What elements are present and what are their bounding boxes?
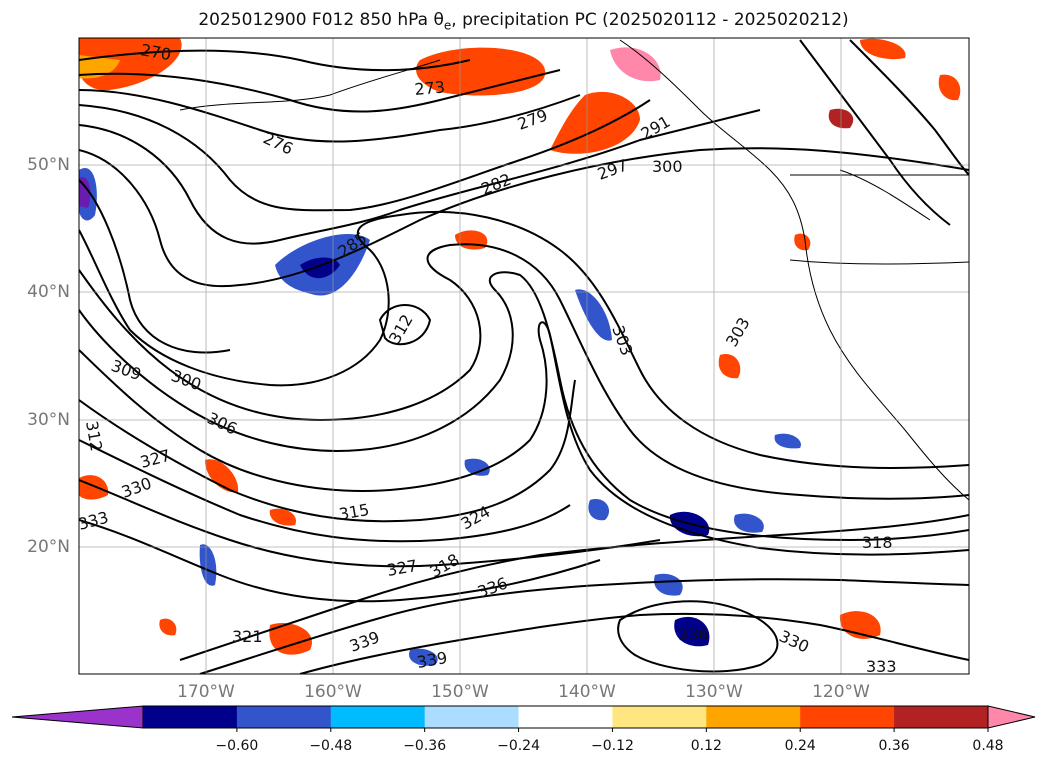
gridlines	[79, 38, 969, 674]
precip-positive-blob-gulf	[416, 47, 661, 154]
colorbar-segment	[518, 706, 613, 728]
colorbar-tick-label: 0.12	[690, 738, 722, 754]
colorbar-segment	[330, 706, 426, 728]
colorbar-segment	[236, 706, 332, 728]
lat-label-40n: 40°N	[27, 282, 70, 302]
colorbar-extend-low	[11, 705, 144, 729]
colorbar-segment	[612, 706, 707, 728]
contour-label: 273	[414, 77, 446, 99]
colorbar-tick-label: 0.36	[878, 738, 910, 754]
title-text: 2025012900 F012 850 hPa θ	[198, 10, 444, 30]
lon-label-140w: 140°W	[558, 682, 616, 702]
lat-label-50n: 50°N	[27, 155, 70, 175]
lon-label-160w: 160°W	[304, 682, 362, 702]
colorbar-tick-label: 0.24	[784, 738, 816, 754]
title-subscript: e	[443, 18, 452, 33]
colorbar-tick-label: −0.60	[215, 738, 259, 754]
colorbar-tick-label: −0.36	[403, 738, 447, 754]
colorbar-extend-high	[987, 705, 1036, 729]
lon-label-150w: 150°W	[431, 682, 489, 702]
colorbar-segment	[894, 706, 989, 728]
contour-label: 318	[862, 533, 893, 552]
colorbar-segment	[706, 706, 801, 728]
lat-label-30n: 30°N	[27, 410, 70, 430]
lon-label-130w: 130°W	[685, 682, 743, 702]
colorbar-segment	[800, 706, 895, 728]
theta-e-contours	[79, 39, 969, 674]
colorbar-frame	[142, 705, 989, 729]
map-title: 2025012900 F012 850 hPa θe, precipitatio…	[0, 10, 1047, 32]
colorbar-tick-label: −0.24	[497, 738, 540, 754]
lon-label-170w: 170°W	[177, 682, 235, 702]
colorbar-segment	[424, 706, 520, 728]
colorbar-tick-label: 0.48	[972, 738, 1004, 754]
lat-label-20n: 20°N	[27, 537, 70, 557]
lon-label-120w: 120°W	[812, 682, 870, 702]
colorbar	[11, 705, 1036, 732]
contour-label: 321	[232, 627, 263, 646]
colorbar-tick-label: −0.12	[590, 738, 634, 754]
colorbar-segment	[143, 706, 238, 728]
contour-label: 333	[866, 657, 897, 676]
contour-label: 300	[652, 157, 683, 176]
title-suffix: , precipitation PC (2025020112 - 2025020…	[451, 10, 849, 30]
contour-label: 336	[678, 625, 709, 644]
map-frame	[78, 37, 970, 675]
colorbar-tick-label: −0.48	[309, 738, 353, 754]
